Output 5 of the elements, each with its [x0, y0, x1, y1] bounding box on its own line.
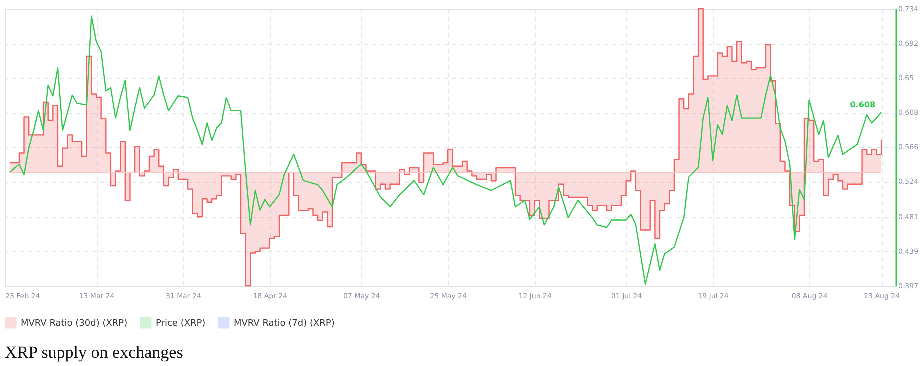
legend-label: Price (XRP) [156, 319, 206, 329]
legend-label: MVRV Ratio (30d) (XRP) [21, 319, 128, 329]
text: XRP supply on exchanges [5, 343, 184, 362]
annotation: 0.608 [850, 100, 876, 110]
legend-label: MVRV Ratio (7d) (XRP) [234, 319, 335, 329]
